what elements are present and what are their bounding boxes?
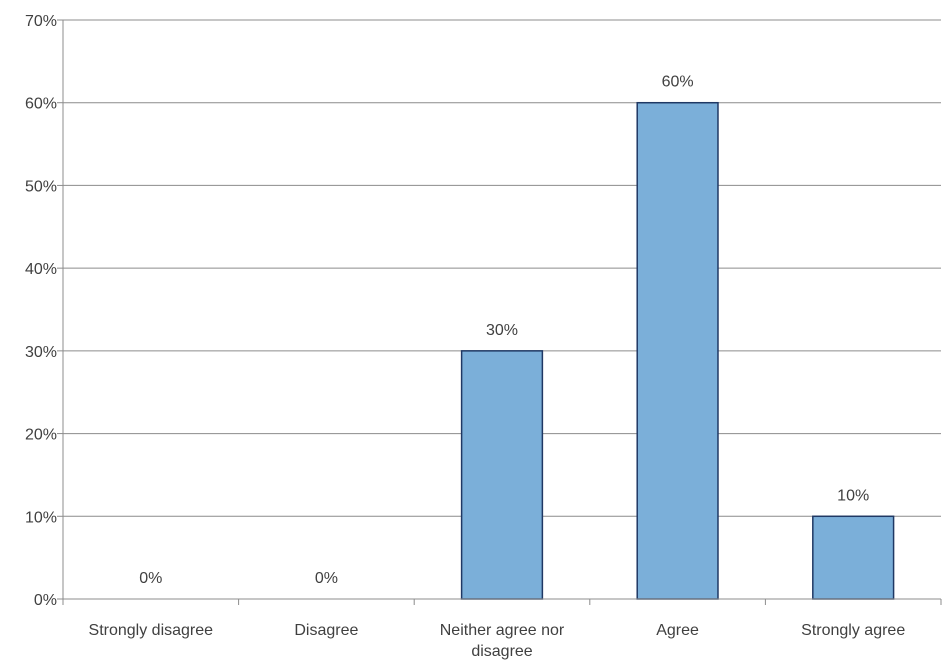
x-category-label-line: Strongly disagree [89, 622, 214, 639]
data-label: 30% [486, 322, 518, 339]
data-label: 10% [837, 487, 869, 504]
x-category-label: Disagree [294, 622, 358, 639]
x-category-label: Neither agree nor disagree [440, 622, 565, 660]
y-tick-label: 30% [25, 344, 57, 361]
x-category-label-line: disagree [471, 643, 532, 660]
y-tick-label: 20% [25, 427, 57, 444]
data-label: 0% [139, 570, 162, 587]
x-category-label-line: Strongly agree [801, 622, 905, 639]
y-tick-label: 60% [25, 96, 57, 113]
x-category-label: Agree [656, 622, 699, 639]
y-tick-label: 0% [34, 592, 57, 609]
x-category-label-line: Agree [656, 622, 699, 639]
data-labels: 0% 0% 30% 60% 10% [139, 74, 869, 587]
x-axis-category-labels: Strongly disagree Disagree Neither agree n… [89, 622, 906, 660]
x-category-label-line: Disagree [294, 622, 358, 639]
bar [636, 101, 719, 600]
x-category-label: Strongly agree [801, 622, 905, 639]
bar [812, 515, 895, 600]
data-label: 60% [662, 74, 694, 91]
bar [460, 350, 544, 600]
axes [57, 19, 942, 605]
y-axis-tick-labels: 0% 10% 20% 30% 40% 50% 60% 70% [25, 13, 57, 609]
y-tick-label: 40% [25, 261, 57, 278]
y-tick-label: 50% [25, 178, 57, 195]
y-tick-label: 10% [25, 509, 57, 526]
x-category-label-line: Neither agree nor [440, 622, 565, 639]
x-category-label: Strongly disagree [89, 622, 214, 639]
y-tick-label: 70% [25, 13, 57, 30]
data-label: 0% [315, 570, 338, 587]
